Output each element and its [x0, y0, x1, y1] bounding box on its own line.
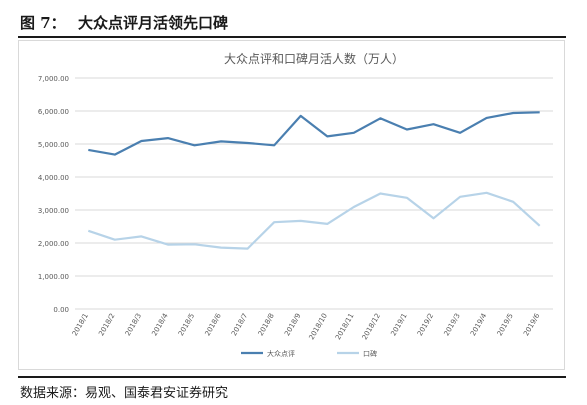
x-tick-label: 2019/2 [416, 312, 435, 337]
y-tick-label: 2,000.00 [38, 240, 69, 248]
figure-number: 图 7： [20, 14, 66, 32]
x-tick-label: 2018/12 [361, 312, 382, 341]
source-footer: 数据来源：易观、国泰君安证券研究 [18, 376, 566, 402]
x-tick-label: 2019/4 [469, 312, 489, 338]
legend-label: 口碑 [363, 349, 377, 358]
y-tick-label: 5,000.00 [38, 141, 69, 149]
y-tick-label: 1,000.00 [38, 273, 69, 281]
y-tick-label: 3,000.00 [38, 207, 69, 215]
x-tick-label: 2018/3 [124, 312, 143, 337]
x-tick-label: 2018/2 [97, 312, 116, 337]
y-tick-label: 7,000.00 [38, 75, 69, 83]
x-tick-label: 2019/1 [389, 312, 408, 337]
x-tick-label: 2018/6 [204, 312, 224, 338]
x-tick-label: 2018/11 [334, 312, 355, 341]
chart-container: 大众点评和口碑月活人数（万人） 0.00 1,000.00 2,000.00 3,000… [18, 40, 565, 370]
x-tick-label: 2019/5 [496, 312, 515, 337]
x-tick-label: 2018/5 [177, 312, 196, 337]
x-tick-label: 2018/1 [71, 312, 90, 337]
source-text: 数据来源：易观、国泰君安证券研究 [20, 386, 229, 401]
y-tick-label: 6,000.00 [38, 108, 69, 116]
x-tick-label: 2018/10 [308, 312, 329, 341]
series-line-1 [88, 111, 540, 156]
line-chart: 大众点评和口碑月活人数（万人） 0.00 1,000.00 2,000.00 3,000… [38, 51, 553, 358]
x-tick-label: 2018/8 [257, 312, 276, 337]
x-tick-label: 2018/4 [150, 312, 170, 338]
x-tick-label: 2018/9 [283, 312, 302, 337]
x-tick-label: 2019/3 [443, 312, 462, 337]
y-tick-label: 4,000.00 [38, 174, 69, 182]
y-tick-label: 0.00 [53, 306, 69, 314]
chart-title: 大众点评和口碑月活人数（万人） [224, 51, 404, 66]
legend-label: 大众点评 [267, 349, 295, 358]
figure-title: 大众点评月活领先口碑 [78, 14, 229, 32]
figure-header: 图 7： 大众点评月活领先口碑 [18, 6, 566, 38]
x-tick-label: 2018/7 [230, 312, 249, 337]
series-line-2 [87, 191, 541, 250]
x-tick-label: 2019/6 [522, 312, 542, 338]
